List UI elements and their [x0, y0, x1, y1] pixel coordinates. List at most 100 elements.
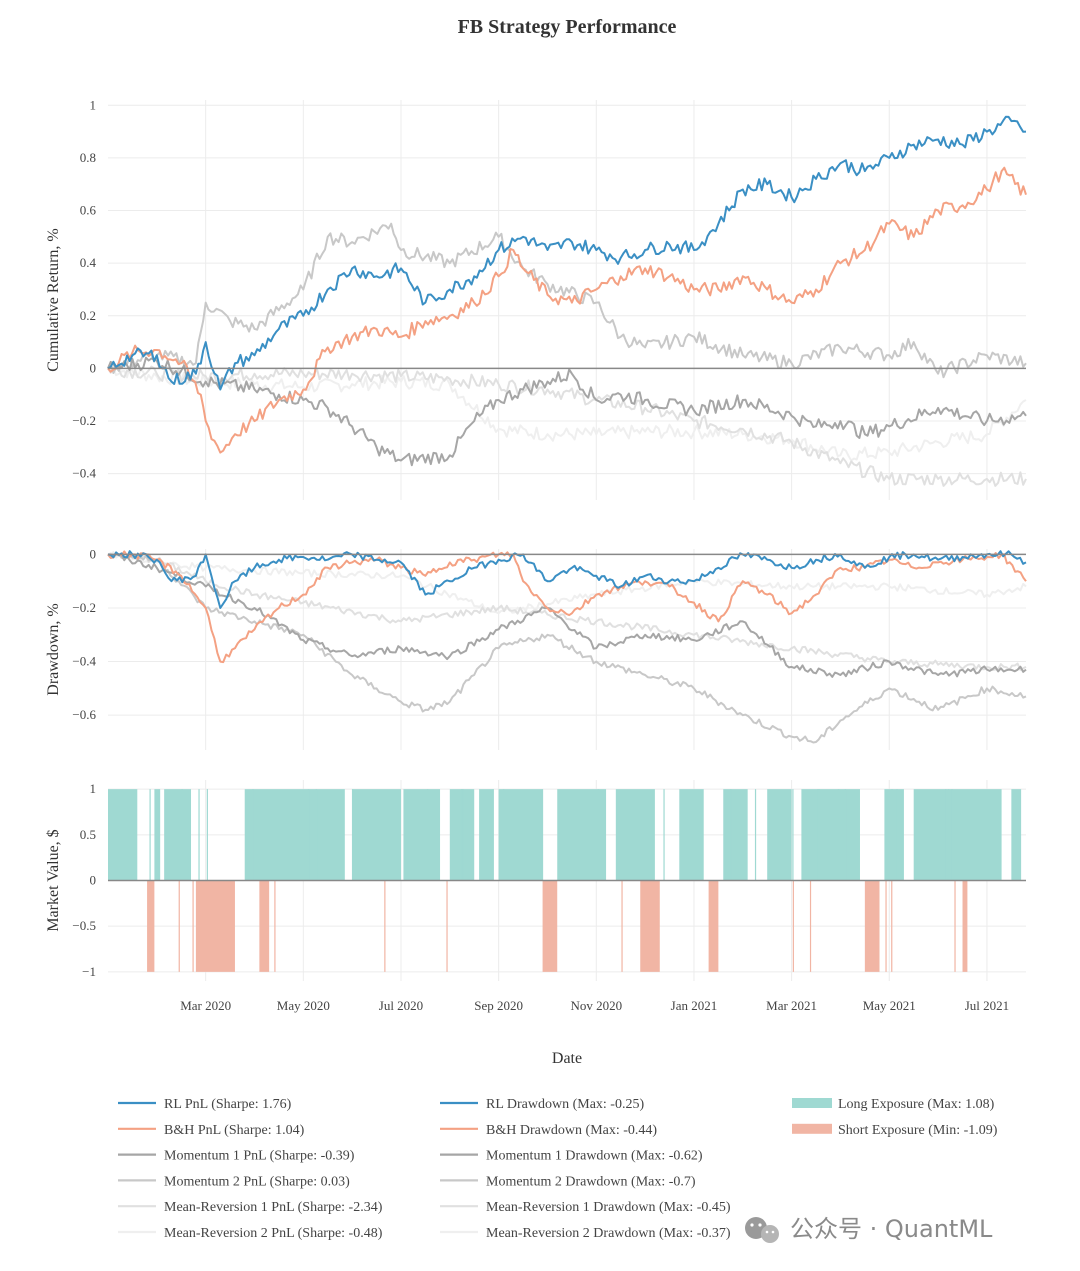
legend-label: Mean-Reversion 1 PnL (Sharpe: -2.34): [164, 1200, 383, 1215]
legend-item: Mean-Reversion 1 Drawdown (Max: -0.45): [440, 1200, 731, 1215]
legend-item: Long Exposure (Max: 1.08): [792, 1097, 995, 1112]
long-exposure-bar: [837, 789, 840, 881]
y-tick-label: 0: [90, 360, 97, 375]
legend-item: RL Drawdown (Max: -0.25): [440, 1097, 644, 1112]
long-exposure-bar: [181, 789, 183, 881]
long-exposure-bar: [754, 789, 757, 881]
long-exposure-bar: [502, 789, 505, 881]
long-exposure-bar: [307, 789, 310, 881]
y-axis-label: Market Value, $: [45, 829, 62, 931]
long-exposure-bar: [479, 789, 494, 881]
long-exposure-bar: [252, 789, 254, 881]
short-exposure-bar: [178, 880, 180, 972]
legend-item: B&H PnL (Sharpe: 1.04): [118, 1123, 305, 1138]
long-exposure-bar: [461, 789, 463, 881]
long-exposure-bar: [403, 789, 441, 881]
panel-returns: 1 0.8 0.6 0.4 0.2 0 −0.2 −0.4 Cumulative Return,…: [45, 97, 1027, 500]
legend-item: Mean-Reversion 1 PnL (Sharpe: -2.34): [118, 1200, 383, 1215]
y-tick-label: 0.8: [80, 150, 96, 165]
watermark-text: 公众号 · QuantML: [790, 1215, 993, 1243]
y-axis-label: Cumulative Return, %: [45, 228, 62, 372]
short-exposure-bar: [274, 880, 276, 972]
y-tick-label: 0: [90, 546, 97, 561]
legend-label: RL PnL (Sharpe: 1.76): [164, 1097, 292, 1112]
legend-swatch: [792, 1098, 832, 1108]
y-tick-label: −0.5: [72, 918, 96, 933]
legend-item: Mean-Reversion 2 PnL (Sharpe: -0.48): [118, 1226, 383, 1241]
y-tick-label: 1: [90, 781, 97, 796]
x-axis-label: Date: [552, 1050, 582, 1067]
series-mean-reversion-2-drawdown: [107, 551, 1027, 615]
legend-item: Momentum 1 PnL (Sharpe: -0.39): [118, 1149, 355, 1164]
long-exposure-bar: [492, 789, 494, 881]
y-tick-label: 0.5: [80, 827, 96, 842]
legend-label: Momentum 2 Drawdown (Max: -0.7): [486, 1174, 696, 1189]
long-exposure-bar: [158, 789, 161, 881]
series-momentum-1-pnl: [107, 356, 1027, 467]
wechat-icon: [745, 1217, 779, 1243]
legend-item: Momentum 2 PnL (Sharpe: 0.03): [118, 1174, 350, 1189]
legend-label: Momentum 2 PnL (Sharpe: 0.03): [164, 1174, 350, 1189]
legend-item: Mean-Reversion 2 Drawdown (Max: -0.37): [440, 1226, 731, 1241]
y-tick-label: 1: [90, 97, 97, 112]
legend-label: Momentum 1 Drawdown (Max: -0.62): [486, 1149, 703, 1164]
long-exposure-bar: [891, 789, 893, 881]
series-momentum-2-pnl: [107, 222, 1027, 379]
legend-item: Momentum 1 Drawdown (Max: -0.62): [440, 1149, 703, 1164]
x-tick-label: Mar 2021: [766, 998, 817, 1013]
legend-item: RL PnL (Sharpe: 1.76): [118, 1097, 292, 1112]
x-tick-label: Jul 2021: [965, 998, 1009, 1013]
short-exposure-bar: [259, 880, 270, 972]
long-exposure-bar: [597, 789, 600, 881]
long-exposure-bar: [154, 789, 160, 881]
y-tick-label: 0: [90, 873, 97, 888]
long-exposure-bar: [951, 789, 953, 881]
legend-label: RL Drawdown (Max: -0.25): [486, 1097, 644, 1112]
short-exposure-bar: [384, 880, 386, 972]
short-exposure-bar: [809, 880, 812, 972]
series-momentum-2-drawdown: [107, 553, 1027, 744]
chart-panels: 1 0.8 0.6 0.4 0.2 0 −0.2 −0.4 Cumulative Return,…: [45, 97, 1027, 1013]
long-exposure-bar: [108, 789, 138, 881]
legend-swatch: [792, 1123, 832, 1134]
short-exposure-bar: [192, 880, 194, 972]
long-exposure-bar: [426, 789, 429, 881]
long-exposure-bar: [541, 789, 544, 881]
x-tick-label: Jul 2020: [379, 998, 423, 1013]
long-exposure-bar: [801, 789, 860, 881]
legend-label: Mean-Reversion 2 Drawdown (Max: -0.37): [486, 1226, 731, 1241]
long-exposure-bar: [615, 789, 655, 881]
long-exposure-bar: [315, 789, 318, 881]
legend-item: Momentum 2 Drawdown (Max: -0.7): [440, 1174, 696, 1189]
x-tick-label: Jan 2021: [671, 998, 718, 1013]
y-tick-label: −0.2: [72, 600, 96, 615]
short-exposure-bar: [195, 880, 235, 972]
y-tick-label: −1: [82, 964, 96, 979]
legend-label: Long Exposure (Max: 1.08): [838, 1097, 995, 1112]
short-exposure-bar: [954, 880, 956, 972]
legend-item: Short Exposure (Min: -1.09): [792, 1123, 998, 1138]
long-exposure-bar: [947, 789, 950, 881]
short-exposure-bar: [792, 880, 794, 972]
short-exposure-bar: [864, 880, 880, 972]
y-tick-label: −0.4: [72, 466, 96, 481]
series-momentum-1-drawdown: [107, 553, 1027, 678]
x-tick-label: May 2020: [277, 998, 330, 1013]
long-exposure-bar: [164, 789, 192, 881]
short-exposure-bar: [446, 880, 448, 972]
y-tick-label: −0.6: [72, 707, 96, 722]
long-exposure-bar: [1011, 789, 1022, 881]
long-exposure-bar: [462, 789, 464, 881]
x-tick-label: Nov 2020: [570, 998, 622, 1013]
long-exposure-bar: [244, 789, 345, 881]
panel-drawdown: 0 −0.2 −0.4 −0.6 Drawdown, %: [45, 546, 1027, 750]
long-exposure-bar: [767, 789, 792, 881]
long-exposure-bar: [352, 789, 401, 881]
x-tick-label: Mar 2020: [180, 998, 231, 1013]
series-mean-reversion-1-drawdown: [107, 552, 1027, 671]
long-exposure-bar: [945, 789, 947, 881]
series-mean-reversion-1-pnl: [107, 365, 1027, 487]
long-exposure-bar: [792, 789, 794, 881]
y-tick-label: 0.4: [80, 255, 97, 270]
